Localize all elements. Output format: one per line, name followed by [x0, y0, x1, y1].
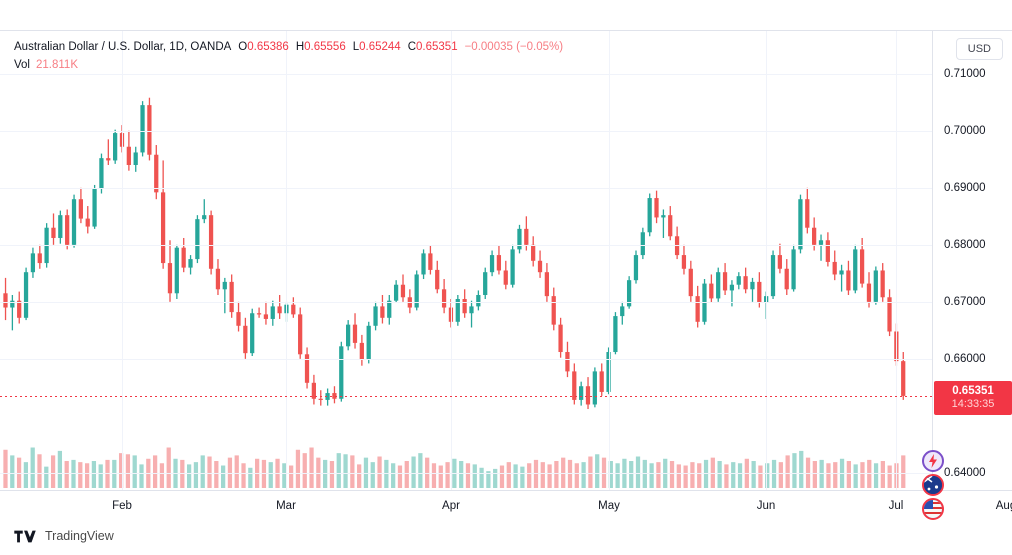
ohlc-high: H0.65556: [295, 41, 346, 53]
legend-main-row: Australian Dollar / U.S. Dollar, 1D, OAN…: [14, 39, 563, 56]
gridline-vertical: [122, 31, 123, 490]
plot-area[interactable]: [0, 31, 932, 490]
gridline-horizontal: [0, 472, 932, 474]
price-axis-label: 0.69000: [944, 181, 986, 194]
gridline-vertical: [896, 31, 897, 490]
time-axis-label: Jun: [756, 500, 776, 512]
bar-countdown: 14:33:35: [951, 398, 995, 410]
gridline-horizontal: [0, 130, 932, 132]
ohlc-close: C0.65351: [407, 41, 458, 53]
candlestick-series: [3, 97, 906, 488]
volume-value: 21.811K: [36, 59, 78, 71]
price-change: −0.00035 (−0.05%): [464, 41, 564, 53]
watermark-label: TradingView: [45, 529, 114, 543]
time-axis-label: Aug: [995, 500, 1012, 512]
current-price-badge: 0.65351 14:33:35: [934, 381, 1012, 415]
current-price-value: 0.65351: [952, 385, 994, 397]
time-axis-label: Mar: [276, 500, 296, 512]
price-axis-label: 0.71000: [944, 67, 986, 80]
flag-badge-au-icon[interactable]: [922, 474, 944, 496]
time-axis-label: Jul: [888, 500, 904, 512]
time-scale[interactable]: Feb Mar Apr May Jun Jul Aug: [0, 490, 1012, 520]
chart-frame: Australian Dollar / U.S. Dollar, 1D, OAN…: [0, 30, 1012, 520]
price-scale[interactable]: 0.71000 0.70000 0.69000 0.68000 0.67000 0.660…: [932, 31, 1012, 490]
chart-legend: Australian Dollar / U.S. Dollar, 1D, OAN…: [14, 39, 563, 74]
ohlc-low: L0.65244: [352, 41, 401, 53]
price-axis-label: 0.68000: [944, 238, 986, 251]
gridline-horizontal: [0, 358, 932, 360]
time-axis-label: May: [598, 500, 620, 512]
price-axis-label: 0.66000: [944, 352, 986, 365]
gridline-horizontal: [0, 187, 932, 189]
gridline-vertical: [609, 31, 610, 490]
gridline-horizontal: [0, 73, 932, 75]
ohlc-open: O0.65386: [238, 41, 289, 53]
gridline-vertical: [286, 31, 287, 490]
price-axis-label: 0.67000: [944, 295, 986, 308]
current-price-line: [0, 396, 932, 397]
tradingview-watermark[interactable]: TradingView: [14, 529, 114, 543]
legend-volume-row: Vol 21.811K: [14, 57, 563, 74]
currency-button[interactable]: USD: [955, 38, 1003, 60]
time-axis-label: Apr: [442, 500, 460, 512]
flag-badge-us-icon[interactable]: [922, 498, 944, 520]
gridline-vertical: [451, 31, 452, 490]
time-axis-label: Feb: [112, 500, 132, 512]
toolbar-ghost-text: [92, 14, 332, 19]
volume-label: Vol: [14, 59, 30, 71]
symbol-title[interactable]: Australian Dollar / U.S. Dollar, 1D, OAN…: [14, 41, 232, 53]
lightning-badge-icon[interactable]: [922, 450, 944, 472]
toolbar-remnant: [0, 0, 1012, 30]
gridline-horizontal: [0, 301, 932, 303]
gridline-vertical: [766, 31, 767, 490]
tradingview-logo-icon: [14, 530, 38, 543]
price-axis-label: 0.70000: [944, 124, 986, 137]
price-axis-label: 0.64000: [944, 466, 986, 479]
gridline-horizontal: [0, 244, 932, 246]
